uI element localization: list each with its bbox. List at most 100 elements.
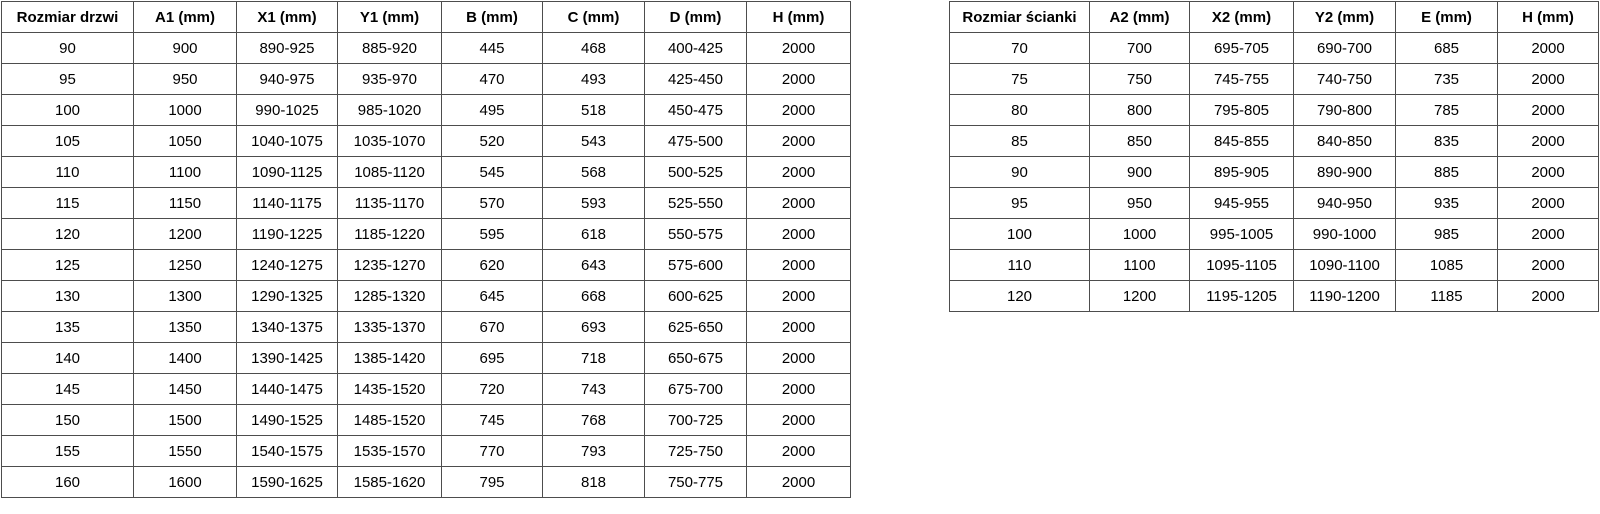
table-cell: 2000 xyxy=(746,218,851,250)
table-cell: 100 xyxy=(949,218,1090,250)
table-cell: 493 xyxy=(542,63,645,95)
table-cell: 895-905 xyxy=(1189,156,1294,188)
table-cell: 750 xyxy=(1089,63,1190,95)
table-cell: 1585-1620 xyxy=(337,466,442,498)
table-cell: 135 xyxy=(1,311,134,343)
table-cell: 1000 xyxy=(133,94,237,126)
table-cell: 643 xyxy=(542,249,645,281)
table-cell: 768 xyxy=(542,404,645,436)
column-header: X1 (mm) xyxy=(236,1,338,33)
table-cell: 745 xyxy=(441,404,543,436)
table-cell: 2000 xyxy=(1497,125,1599,157)
table-cell: 850 xyxy=(1089,125,1190,157)
table-row: 155 1550 1540-1575 1535-1570 770 793 725-750 20… xyxy=(1,435,851,467)
table-cell: 468 xyxy=(542,32,645,64)
table-cell: 500-525 xyxy=(644,156,747,188)
table-row: 110 1100 1095-1105 1090-1100 1085 2000 xyxy=(949,249,1599,281)
table-row: 140 1400 1390-1425 1385-1420 695 718 650-675 20… xyxy=(1,342,851,374)
column-header: E (mm) xyxy=(1395,1,1498,33)
table-row: 95 950 940-975 935-970 470 493 425-450 2000 xyxy=(1,63,851,95)
table-cell: 900 xyxy=(1089,156,1190,188)
table-cell: 995-1005 xyxy=(1189,218,1294,250)
table-cell: 140 xyxy=(1,342,134,374)
table-cell: 795-805 xyxy=(1189,94,1294,126)
column-header: A1 (mm) xyxy=(133,1,237,33)
table-cell: 785 xyxy=(1395,94,1498,126)
table-cell: 85 xyxy=(949,125,1090,157)
table-cell: 750-775 xyxy=(644,466,747,498)
table-row: 120 1200 1195-1205 1190-1200 1185 2000 xyxy=(949,280,1599,312)
column-header: X2 (mm) xyxy=(1189,1,1294,33)
table-row: 135 1350 1340-1375 1335-1370 670 693 625-650 20… xyxy=(1,311,851,343)
table-cell: 125 xyxy=(1,249,134,281)
table-cell: 900 xyxy=(133,32,237,64)
table-cell: 670 xyxy=(441,311,543,343)
table-cell: 650-675 xyxy=(644,342,747,374)
table-cell: 1335-1370 xyxy=(337,311,442,343)
header-row: Rozmiar ścianki A2 (mm) X2 (mm) Y2 (mm) E (m… xyxy=(949,1,1599,33)
table-row: 90 900 895-905 890-900 885 2000 xyxy=(949,156,1599,188)
table-cell: 1195-1205 xyxy=(1189,280,1294,312)
table-cell: 1200 xyxy=(1089,280,1190,312)
table-row: 115 1150 1140-1175 1135-1170 570 593 525-550 20… xyxy=(1,187,851,219)
table-cell: 2000 xyxy=(1497,63,1599,95)
table-cell: 620 xyxy=(441,249,543,281)
table-cell: 885 xyxy=(1395,156,1498,188)
table-cell: 495 xyxy=(441,94,543,126)
table-cell: 120 xyxy=(1,218,134,250)
table-cell: 793 xyxy=(542,435,645,467)
table-cell: 105 xyxy=(1,125,134,157)
table-cell: 885-920 xyxy=(337,32,442,64)
column-header: Y2 (mm) xyxy=(1293,1,1396,33)
table-row: 100 1000 990-1025 985-1020 495 518 450-475 2000 xyxy=(1,94,851,126)
table-cell: 618 xyxy=(542,218,645,250)
table-cell: 625-650 xyxy=(644,311,747,343)
table-cell: 1290-1325 xyxy=(236,280,338,312)
table-cell: 95 xyxy=(949,187,1090,219)
table-cell: 700 xyxy=(1089,32,1190,64)
table-cell: 740-750 xyxy=(1293,63,1396,95)
table-cell: 700-725 xyxy=(644,404,747,436)
table-cell: 120 xyxy=(949,280,1090,312)
table-cell: 100 xyxy=(1,94,134,126)
column-header: Rozmiar ścianki xyxy=(949,1,1090,33)
table-cell: 2000 xyxy=(746,94,851,126)
table-cell: 985-1020 xyxy=(337,94,442,126)
table-cell: 1535-1570 xyxy=(337,435,442,467)
table-cell: 595 xyxy=(441,218,543,250)
table-cell: 2000 xyxy=(746,435,851,467)
table-cell: 2000 xyxy=(746,373,851,405)
table-row: 105 1050 1040-1075 1035-1070 520 543 475-500 20… xyxy=(1,125,851,157)
table-cell: 575-600 xyxy=(644,249,747,281)
table-cell: 425-450 xyxy=(644,63,747,95)
table-cell: 1150 xyxy=(133,187,237,219)
table-cell: 1135-1170 xyxy=(337,187,442,219)
table-cell: 2000 xyxy=(1497,94,1599,126)
table-cell: 1250 xyxy=(133,249,237,281)
table-cell: 645 xyxy=(441,280,543,312)
table-cell: 75 xyxy=(949,63,1090,95)
table-cell: 890-900 xyxy=(1293,156,1396,188)
table-cell: 990-1025 xyxy=(236,94,338,126)
table-row: 120 1200 1190-1225 1185-1220 595 618 550-575 20… xyxy=(1,218,851,250)
table-cell: 115 xyxy=(1,187,134,219)
table-cell: 818 xyxy=(542,466,645,498)
table-cell: 145 xyxy=(1,373,134,405)
table-cell: 1200 xyxy=(133,218,237,250)
table-cell: 1190-1200 xyxy=(1293,280,1396,312)
table-row: 85 850 845-855 840-850 835 2000 xyxy=(949,125,1599,157)
table-cell: 1090-1100 xyxy=(1293,249,1396,281)
table-cell: 2000 xyxy=(746,32,851,64)
table-cell: 668 xyxy=(542,280,645,312)
table-cell: 155 xyxy=(1,435,134,467)
table-cell: 950 xyxy=(133,63,237,95)
table-cell: 685 xyxy=(1395,32,1498,64)
table-cell: 845-855 xyxy=(1189,125,1294,157)
table-cell: 2000 xyxy=(746,466,851,498)
table-cell: 1100 xyxy=(1089,249,1190,281)
table-cell: 1140-1175 xyxy=(236,187,338,219)
table-cell: 520 xyxy=(441,125,543,157)
table-row: 75 750 745-755 740-750 735 2000 xyxy=(949,63,1599,95)
column-header: H (mm) xyxy=(1497,1,1599,33)
